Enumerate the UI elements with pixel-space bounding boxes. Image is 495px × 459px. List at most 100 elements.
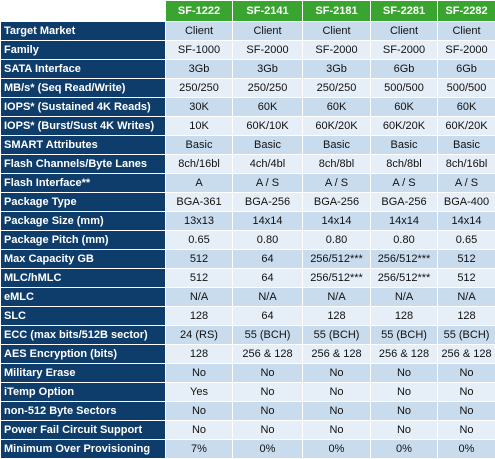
table-cell: No bbox=[371, 383, 438, 402]
table-cell: 24 (RS) bbox=[166, 326, 233, 345]
table-cell: 60K/20K bbox=[303, 117, 371, 136]
table-cell: 128 bbox=[303, 307, 371, 326]
table-cell: No bbox=[303, 402, 371, 421]
table-cell: BGA-256 bbox=[371, 193, 438, 212]
column-header: SF-2281 bbox=[371, 1, 438, 22]
row-label: iTemp Option bbox=[1, 383, 166, 402]
table-cell: N/A bbox=[371, 288, 438, 307]
table-cell: 60K bbox=[303, 98, 371, 117]
table-cell: Client bbox=[233, 22, 303, 41]
table-cell: BGA-256 bbox=[233, 193, 303, 212]
table-cell: 3Gb bbox=[303, 60, 371, 79]
table-cell: 4ch/4bl bbox=[233, 155, 303, 174]
table-cell: 128 bbox=[166, 345, 233, 364]
table-cell: 55 (BCH) bbox=[233, 326, 303, 345]
row-label: Family bbox=[1, 41, 166, 60]
table-cell: 3Gb bbox=[166, 60, 233, 79]
row-label: MLC/hMLC bbox=[1, 269, 166, 288]
table-cell: 55 (BCH) bbox=[438, 326, 495, 345]
table-cell: BGA-400 bbox=[438, 193, 495, 212]
table-cell: 500/500 bbox=[438, 79, 495, 98]
table-cell: 55 (BCH) bbox=[371, 326, 438, 345]
table-cell: N/A bbox=[233, 288, 303, 307]
table-cell: 60K/20K bbox=[371, 117, 438, 136]
table-cell: 0.80 bbox=[303, 231, 371, 250]
table-cell: No bbox=[233, 364, 303, 383]
table-cell: 14x14 bbox=[303, 212, 371, 231]
table-cell: A bbox=[166, 174, 233, 193]
table-cell: No bbox=[438, 383, 495, 402]
table-cell: 14x14 bbox=[233, 212, 303, 231]
table-cell: 0% bbox=[438, 440, 495, 459]
table-cell: Yes bbox=[166, 383, 233, 402]
table-cell: No bbox=[303, 364, 371, 383]
table-cell: 0.80 bbox=[233, 231, 303, 250]
table-cell: No bbox=[371, 364, 438, 383]
row-label: AES Encryption (bits) bbox=[1, 345, 166, 364]
table-cell: 14x14 bbox=[438, 212, 495, 231]
table-cell: 250/250 bbox=[303, 79, 371, 98]
table-cell: 0.65 bbox=[438, 231, 495, 250]
table-cell: 256 & 128 bbox=[303, 345, 371, 364]
row-label: MB/s* (Seq Read/Write) bbox=[1, 79, 166, 98]
table-cell: 512 bbox=[438, 250, 495, 269]
row-label: SATA Interface bbox=[1, 60, 166, 79]
row-label: Package Pitch (mm) bbox=[1, 231, 166, 250]
row-label: IOPS* (Burst/Sust 4K Writes) bbox=[1, 117, 166, 136]
table-cell: 8ch/8bl bbox=[303, 155, 371, 174]
table-cell: 128 bbox=[166, 307, 233, 326]
table-row: AES Encryption (bits)128 256 & 128 256 & 1… bbox=[1, 345, 495, 364]
table-cell: SF-2000 bbox=[438, 41, 495, 60]
table-cell: 8ch/16bl bbox=[166, 155, 233, 174]
table-cell: 128 bbox=[371, 307, 438, 326]
table-cell: No bbox=[166, 402, 233, 421]
row-label: Minimum Over Provisioning bbox=[1, 440, 166, 459]
table-cell: 250/250 bbox=[166, 79, 233, 98]
table-cell: No bbox=[371, 402, 438, 421]
table-cell: 60K/20K bbox=[438, 117, 495, 136]
table-cell: Basic bbox=[303, 136, 371, 155]
corner-cell bbox=[1, 1, 166, 22]
table-cell: No bbox=[438, 421, 495, 440]
row-label: Target Market bbox=[1, 22, 166, 41]
table-cell: 0.65 bbox=[166, 231, 233, 250]
table-cell: No bbox=[166, 364, 233, 383]
table-cell: 0% bbox=[233, 440, 303, 459]
row-label: Package Size (mm) bbox=[1, 212, 166, 231]
row-label: SMART Attributes bbox=[1, 136, 166, 155]
table-cell: 64 bbox=[233, 269, 303, 288]
row-label: Power Fail Circuit Support bbox=[1, 421, 166, 440]
table-cell: 0% bbox=[303, 440, 371, 459]
table-cell: 8ch/16bl bbox=[438, 155, 495, 174]
table-cell: 500/500 bbox=[371, 79, 438, 98]
table-cell: 64 bbox=[233, 250, 303, 269]
table-cell: Client bbox=[166, 22, 233, 41]
table-cell: No bbox=[371, 421, 438, 440]
column-header: SF-2181 bbox=[303, 1, 371, 22]
table-cell: 14x14 bbox=[371, 212, 438, 231]
table-cell: 256 & 128 bbox=[438, 345, 495, 364]
table-cell: 64 bbox=[233, 307, 303, 326]
table-cell: 13x13 bbox=[166, 212, 233, 231]
table-cell: 512 bbox=[166, 269, 233, 288]
table-cell: SF-2000 bbox=[303, 41, 371, 60]
table-cell: 55 (BCH) bbox=[303, 326, 371, 345]
table-cell: 256/512*** bbox=[303, 269, 371, 288]
table-cell: No bbox=[233, 402, 303, 421]
table-cell: N/A bbox=[438, 288, 495, 307]
table-cell: SF-2000 bbox=[371, 41, 438, 60]
table-row: ECC (max bits/512B sector)24 (RS)55 (BCH… bbox=[1, 326, 495, 345]
